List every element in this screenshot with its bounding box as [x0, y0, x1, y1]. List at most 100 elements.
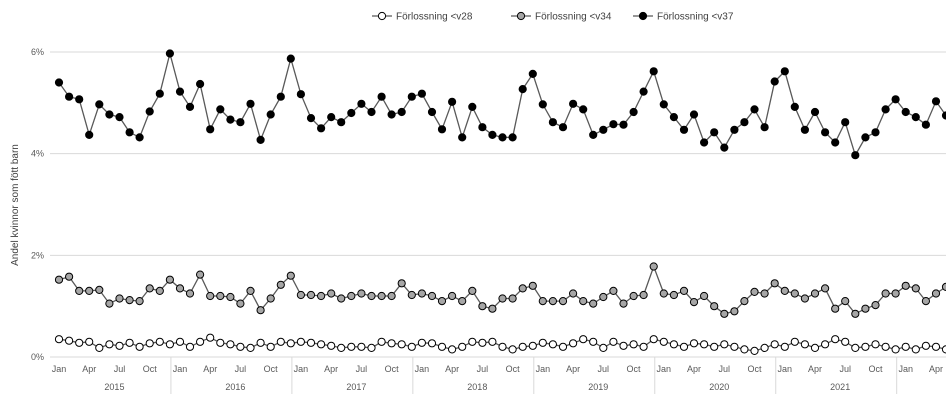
- x-tick-label: Jan: [294, 364, 309, 374]
- data-point: [679, 125, 689, 134]
- data-point: [75, 338, 84, 347]
- data-point: [831, 138, 840, 147]
- data-point: [831, 304, 840, 313]
- data-point: [639, 290, 648, 300]
- data-point: [941, 345, 946, 354]
- x-tick-label: Jul: [839, 364, 851, 374]
- data-point: [115, 294, 124, 303]
- data-point: [306, 338, 316, 347]
- year-label: 2017: [346, 382, 366, 392]
- x-tick-label: Jul: [477, 364, 489, 374]
- x-tick-label: Jul: [114, 364, 126, 374]
- data-point: [95, 100, 104, 109]
- data-point: [478, 302, 487, 311]
- data-point: [468, 337, 477, 346]
- data-point: [518, 342, 527, 351]
- data-point: [821, 340, 830, 349]
- series-1: [54, 262, 946, 318]
- legend-label: Förlossning <v34: [535, 12, 612, 23]
- data-point: [861, 133, 870, 142]
- data-point: [569, 339, 578, 348]
- data-point: [54, 78, 64, 87]
- data-point: [780, 286, 789, 295]
- year-label: 2018: [467, 382, 487, 392]
- data-point: [367, 291, 376, 301]
- data-point: [165, 340, 174, 349]
- series-group: [54, 49, 946, 355]
- data-point: [135, 133, 144, 142]
- data-point: [589, 130, 598, 139]
- data-point: [679, 286, 689, 295]
- data-point: [810, 289, 820, 298]
- data-point: [770, 279, 779, 288]
- legend: Förlossning <v28 Förlossning <v34 Förlossn…: [372, 12, 734, 23]
- data-point: [528, 281, 537, 290]
- data-point: [921, 297, 931, 306]
- data-point: [427, 107, 437, 117]
- data-point: [851, 343, 860, 352]
- data-point: [397, 107, 406, 117]
- data-point: [397, 279, 406, 288]
- legend-marker: [638, 11, 648, 21]
- data-point: [659, 289, 668, 298]
- data-point: [498, 342, 507, 351]
- data-point: [750, 346, 759, 355]
- data-point: [276, 337, 285, 346]
- data-point: [629, 291, 638, 301]
- data-point: [770, 340, 779, 349]
- data-point: [649, 67, 658, 76]
- data-point: [700, 291, 709, 301]
- data-point: [95, 343, 104, 352]
- data-point: [115, 113, 124, 122]
- data-point: [629, 107, 638, 117]
- data-point: [367, 107, 376, 117]
- data-point: [569, 289, 578, 298]
- data-point: [155, 89, 164, 98]
- data-point: [548, 297, 558, 306]
- data-point: [780, 342, 789, 351]
- data-point: [508, 294, 517, 303]
- data-point: [256, 306, 265, 315]
- x-tick-label: Jul: [719, 364, 731, 374]
- data-point: [760, 123, 769, 132]
- data-point: [286, 339, 295, 348]
- data-point: [558, 342, 568, 351]
- legend-item: Förlossning <v37: [633, 12, 734, 23]
- data-point: [226, 292, 235, 302]
- data-point: [720, 340, 729, 349]
- data-point: [881, 342, 890, 351]
- data-point: [387, 110, 396, 119]
- data-point: [901, 281, 910, 290]
- data-point: [941, 111, 946, 120]
- data-point: [619, 341, 628, 350]
- data-point: [155, 286, 164, 295]
- data-point: [861, 342, 870, 351]
- data-point: [175, 87, 185, 96]
- data-point: [105, 110, 114, 119]
- data-point: [327, 289, 336, 298]
- data-point: [306, 114, 316, 123]
- data-point: [75, 95, 84, 104]
- data-point: [740, 118, 749, 127]
- data-point: [538, 100, 547, 109]
- data-point: [95, 285, 104, 294]
- data-point: [115, 341, 124, 350]
- data-point: [689, 110, 699, 119]
- data-point: [700, 138, 709, 147]
- x-tick-label: Jan: [52, 364, 67, 374]
- data-point: [54, 335, 64, 344]
- legend-marker: [377, 11, 387, 21]
- data-point: [518, 85, 527, 94]
- data-point: [861, 304, 870, 313]
- data-point: [306, 290, 316, 300]
- year-label: 2020: [709, 382, 729, 392]
- data-point: [276, 92, 285, 101]
- x-tick-label: Oct: [748, 364, 763, 374]
- data-point: [85, 130, 94, 139]
- data-point: [286, 54, 295, 63]
- data-point: [649, 262, 658, 271]
- data-point: [65, 272, 74, 281]
- year-label: 2016: [225, 382, 245, 392]
- data-point: [256, 135, 265, 144]
